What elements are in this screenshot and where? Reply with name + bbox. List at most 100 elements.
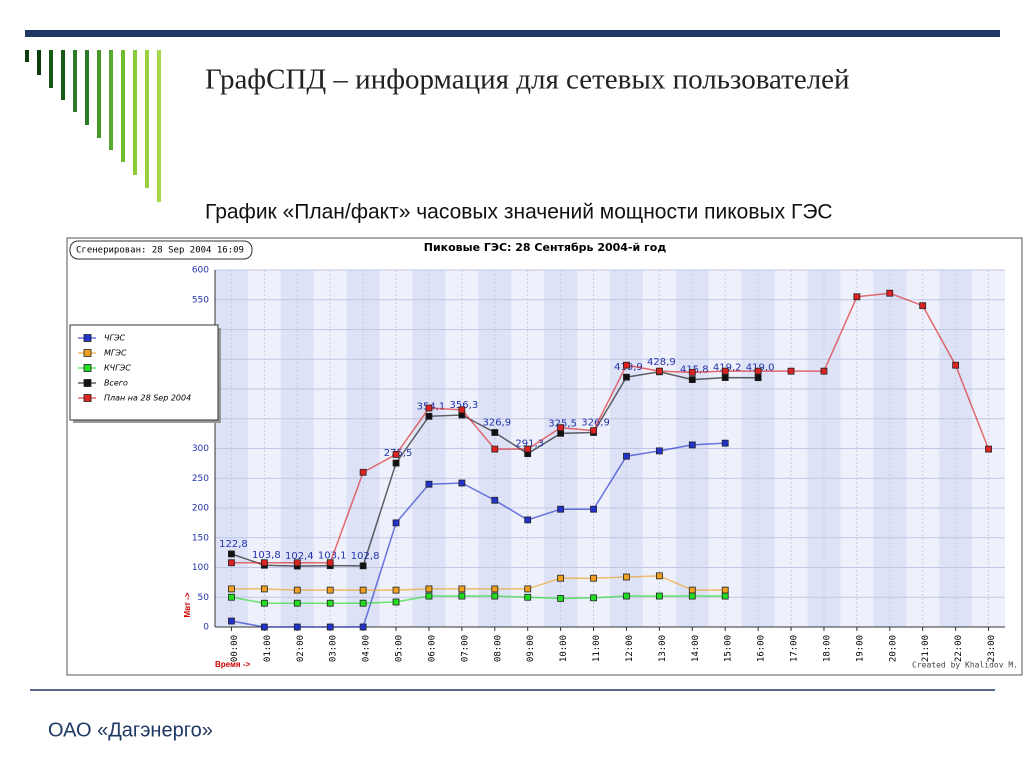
point [721,374,729,381]
x-tick-label: 02:00 [296,635,306,662]
point [721,439,729,447]
x-tick-label: 17:00 [790,635,800,662]
point [425,404,433,412]
point [919,302,927,310]
legend-label: План на 28 Sep 2004 [104,394,191,403]
x-tick-label: 20:00 [888,635,898,662]
y-tick-label: 150 [192,533,209,543]
slide-title: ГрафСПД – информация для сетевых пользов… [205,64,850,96]
point [688,376,696,383]
series-line [231,442,726,628]
data-label: 356,3 [450,400,479,411]
point [623,452,630,460]
y-axis-label: Мвт -> [183,592,192,617]
chart-title: Пиковые ГЭС: 28 Сентябрь 2004-й год [424,241,667,254]
legend-swatch [83,379,92,387]
legend-label: Всего [104,379,128,388]
data-label: 122,8 [219,539,248,550]
point [425,480,433,488]
point [688,441,696,449]
point [392,459,400,467]
point [524,516,532,524]
point [557,574,565,582]
point [392,598,400,606]
point [754,367,762,375]
point [557,424,565,432]
point [293,559,301,567]
point [359,562,367,570]
generated-box [69,240,253,260]
point [458,406,466,414]
point [228,585,235,593]
chart: 00:00 01:00 02:00 03:00 04:00 05:00 06:00 07:00… [192,266,1005,662]
data-label: 102,4 [285,551,314,562]
x-tick-label: 15:00 [724,635,734,662]
point [623,573,630,581]
point [623,592,630,600]
point [260,585,268,593]
point [326,586,334,594]
point [590,505,597,513]
point [721,367,729,375]
point [655,572,663,580]
point [293,599,301,607]
point [985,445,992,453]
point [458,585,466,593]
point [557,595,565,602]
point [886,289,894,297]
point [524,445,532,453]
point [557,505,565,513]
x-tick-label: 12:00 [625,635,635,662]
point [228,559,235,567]
point [326,623,334,631]
point [655,447,663,455]
point [524,593,532,601]
point [359,623,367,631]
point [359,586,367,594]
point [228,617,235,625]
x-tick-label: 19:00 [855,635,865,662]
point [787,367,795,375]
point [853,293,861,301]
point [655,367,663,375]
legend-label: КЧГЭС [104,364,131,373]
point [425,585,433,593]
legend: ЧГЭС МГЭС КЧГЭС Всего План на 28 Sep 2004 [69,324,221,423]
point [260,559,268,567]
x-tick-label: 10:00 [559,635,569,662]
point [491,445,499,453]
point [359,468,367,476]
point [359,599,367,607]
top-bar [25,30,1000,37]
x-tick-label: 07:00 [460,635,470,662]
y-tick-label: 250 [192,474,209,484]
x-tick-label: 11:00 [592,635,602,662]
point [491,496,499,504]
point [754,374,762,382]
point [688,368,696,376]
slide-footer: ОАО «Дагэнерго» [48,719,213,741]
point [524,585,532,593]
point [458,479,466,487]
legend-label: МГЭС [104,349,127,358]
point [590,427,597,435]
x-tick-label: 03:00 [329,635,339,662]
legend-label: ЧГЭС [104,334,126,343]
x-tick-label: 23:00 [987,635,997,662]
legend-swatch [83,334,92,342]
slide-subtitle: График «План/факт» часовых значений мощн… [205,201,833,224]
data-label: 428,9 [647,357,676,368]
x-tick-label: 06:00 [427,635,437,662]
x-tick-label: 09:00 [526,635,536,662]
point [228,550,235,558]
series-line [231,595,726,604]
point [392,586,400,594]
point [293,623,301,631]
x-tick-label: 16:00 [757,635,767,662]
series-line [231,575,726,591]
point [458,592,466,600]
x-tick-label: 01:00 [263,635,273,662]
y-tick-label: 200 [192,504,209,514]
